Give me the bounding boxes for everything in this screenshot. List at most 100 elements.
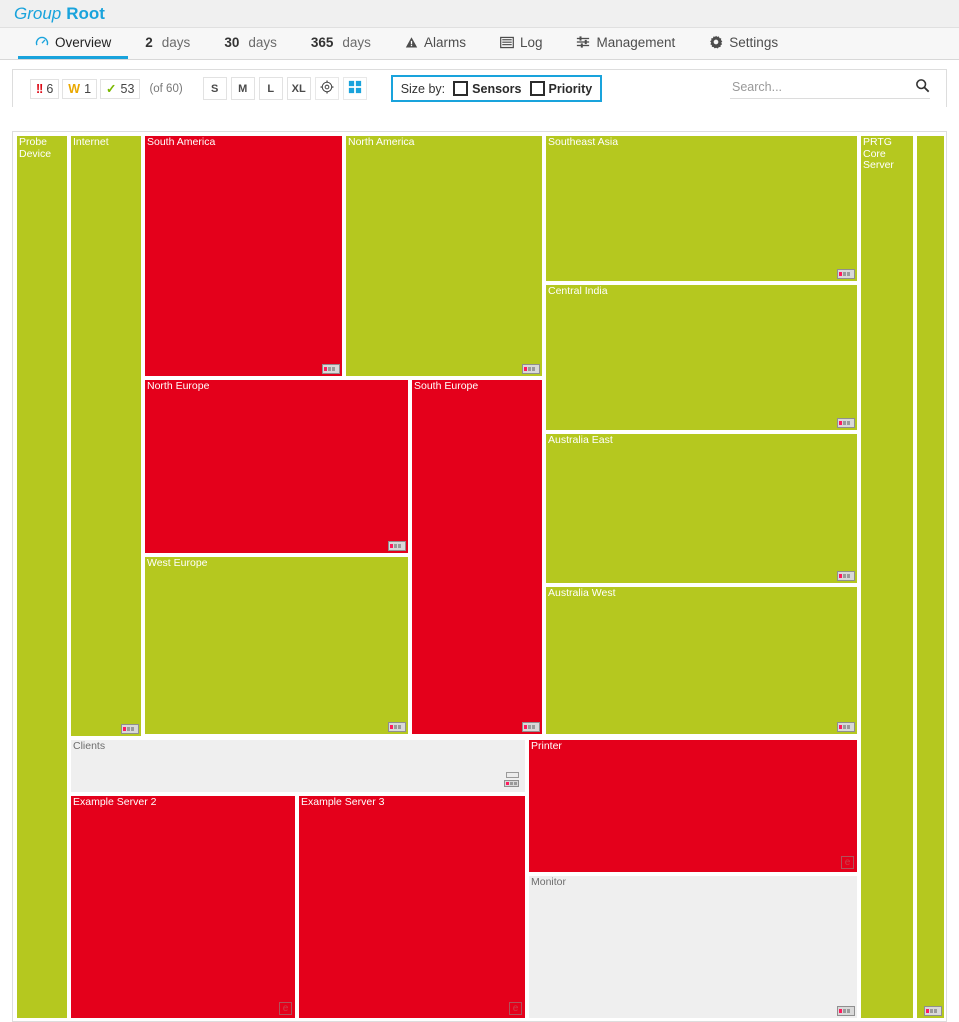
treemap-tile-label: Internet	[73, 136, 109, 148]
up-glyph: ✓	[106, 81, 117, 96]
down-count: 6	[46, 81, 54, 96]
treemap-tile[interactable]: Australia West	[545, 586, 858, 735]
treemap-layout-button[interactable]	[342, 77, 367, 100]
total-sensors-label: (of 60)	[149, 82, 183, 95]
gear-dotted-icon	[320, 80, 334, 97]
treemap-tile-label: Monitor	[531, 876, 567, 888]
sensors-checkbox[interactable]	[453, 81, 469, 96]
treemap-tile[interactable]: Internet	[70, 135, 142, 737]
tab-30-days-number: 30	[224, 34, 240, 50]
tab-365-days[interactable]: 365 days	[294, 28, 388, 59]
device-status-icon[interactable]	[522, 722, 540, 732]
treemap-tile-label: North America	[348, 136, 415, 148]
treemap-tile-label: PRTG Core Server	[863, 136, 894, 171]
tab-management[interactable]: Management	[559, 28, 692, 59]
size-button-l[interactable]: L	[258, 77, 283, 100]
device-group-icon[interactable]	[504, 772, 521, 788]
device-status-icon[interactable]	[924, 1006, 942, 1016]
treemap-toolbar: !! 6 W 1 ✓ 53 (of 60) S M L XL	[12, 69, 947, 107]
treemap-tile-label: Southeast Asia	[548, 136, 619, 148]
down-glyph: !!	[36, 81, 43, 96]
treemap-tile[interactable]: Australia East	[545, 433, 858, 584]
log-icon	[500, 36, 514, 49]
treemap-tile[interactable]: Clients	[70, 739, 526, 793]
grid-squares-icon	[348, 80, 362, 97]
size-by-label: Size by:	[400, 81, 446, 96]
search-icon[interactable]	[915, 78, 930, 96]
warning-glyph: W	[68, 81, 81, 96]
treemap-tile-label: Example Server 3	[301, 796, 385, 808]
device-status-icon[interactable]	[322, 364, 340, 374]
tab-log[interactable]: Log	[483, 28, 560, 59]
status-badge-warning[interactable]: W 1	[62, 78, 98, 99]
treemap-tile[interactable]: Example Server 2 e	[70, 795, 296, 1019]
treemap-tile-label: West Europe	[147, 557, 208, 569]
status-summary: !! 6 W 1 ✓ 53 (of 60)	[30, 78, 183, 99]
device-status-icon[interactable]	[522, 364, 540, 374]
size-by-group: Size by: Sensors Priority	[390, 75, 603, 102]
tab-management-label: Management	[596, 34, 676, 50]
size-by-priority[interactable]: Priority	[529, 81, 593, 96]
priority-label: Priority	[548, 81, 593, 96]
status-badge-down[interactable]: !! 6	[30, 78, 60, 99]
device-status-icon[interactable]	[837, 722, 855, 732]
treemap-tile[interactable]: North America	[345, 135, 543, 377]
device-error-icon[interactable]: e	[279, 1002, 292, 1015]
treemap-tile-label: North Europe	[147, 380, 210, 392]
tab-2-days[interactable]: 2 days	[128, 28, 207, 59]
treemap-tile[interactable]: South Europe	[411, 379, 543, 735]
treemap-tile-label: Example Server 2	[73, 796, 157, 808]
sensors-label: Sensors	[472, 81, 522, 96]
treemap-tile-label: South Europe	[414, 380, 479, 392]
size-button-xl[interactable]: XL	[286, 77, 311, 100]
device-status-icon[interactable]	[837, 418, 855, 428]
gear-icon	[709, 35, 723, 49]
device-error-icon[interactable]: e	[841, 856, 854, 869]
treemap-tile[interactable]: Monitor	[528, 875, 858, 1019]
treemap-tile-label: Australia East	[548, 434, 613, 446]
treemap-tile-label: Printer	[531, 740, 562, 752]
treemap-tile[interactable]: Printer e	[528, 739, 858, 873]
treemap-tile[interactable]	[916, 135, 945, 1019]
priority-checkbox[interactable]	[529, 81, 545, 96]
tab-overview[interactable]: Overview	[18, 28, 129, 59]
treemap-settings-button[interactable]	[314, 77, 339, 100]
device-status-icon[interactable]	[837, 1006, 855, 1016]
treemap-tile[interactable]: Probe Device	[16, 135, 68, 1019]
size-by-sensors[interactable]: Sensors	[453, 81, 522, 96]
tab-alarms[interactable]: Alarms	[388, 28, 483, 59]
up-count: 53	[120, 81, 135, 96]
size-button-m[interactable]: M	[230, 77, 255, 100]
tab-30-days-unit: days	[248, 34, 277, 50]
device-status-icon[interactable]	[388, 722, 406, 732]
treemap-tile-label: South America	[147, 136, 216, 148]
search-box[interactable]	[730, 78, 930, 99]
treemap-tile[interactable]: North Europe	[144, 379, 409, 554]
device-status-icon[interactable]	[837, 571, 855, 581]
treemap-tile[interactable]: South America	[144, 135, 343, 377]
tab-settings[interactable]: Settings	[692, 28, 795, 59]
treemap-tile[interactable]: Central India	[545, 284, 858, 431]
status-badge-up[interactable]: ✓ 53	[100, 78, 141, 99]
device-status-icon[interactable]	[121, 724, 139, 734]
tab-365-days-number: 365	[310, 34, 334, 50]
treemap-tile[interactable]: West Europe	[144, 556, 409, 735]
device-status-icon[interactable]	[388, 541, 406, 551]
treemap-tile[interactable]: PRTG Core Server	[860, 135, 914, 1019]
device-status-icon[interactable]	[837, 269, 855, 279]
treemap-canvas[interactable]: Probe Device Internet South America North A…	[12, 131, 947, 1022]
page-title-name: Root	[66, 4, 105, 23]
size-button-s[interactable]: S	[202, 77, 227, 100]
page-header: Group Root	[0, 0, 959, 28]
search-input[interactable]	[730, 79, 905, 95]
treemap-tile-label: Clients	[73, 740, 106, 752]
tab-alarms-label: Alarms	[423, 34, 466, 50]
device-error-icon[interactable]: e	[509, 1002, 522, 1015]
page-title: Group Root	[14, 5, 105, 22]
sliders-icon	[576, 35, 590, 49]
gauge-icon	[35, 35, 49, 49]
treemap-tile[interactable]: Southeast Asia	[545, 135, 858, 282]
tab-2-days-unit: days	[161, 34, 191, 50]
treemap-tile[interactable]: Example Server 3 e	[298, 795, 526, 1019]
tab-30-days[interactable]: 30 days	[207, 28, 294, 59]
